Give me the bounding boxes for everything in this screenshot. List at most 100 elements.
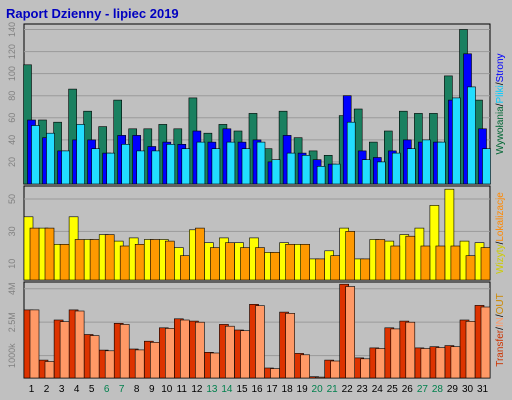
bar [89, 335, 100, 379]
x-tick-label: 3 [59, 384, 65, 395]
bar [150, 341, 160, 379]
bar [286, 152, 296, 185]
y-tick-label: 4M [7, 282, 17, 295]
bar [119, 324, 130, 379]
x-tick-label: 14 [221, 384, 233, 395]
bar [104, 234, 115, 281]
x-tick-label: 17 [266, 384, 278, 395]
x-tick-label: 26 [402, 384, 414, 395]
bar [136, 150, 145, 185]
bar [480, 306, 491, 379]
y-tick-label: 120 [7, 44, 17, 59]
bar [59, 244, 70, 281]
y-tick-label: 80 [7, 91, 17, 101]
bar [376, 161, 386, 185]
bar [226, 141, 236, 185]
x-tick-label: 7 [119, 384, 125, 395]
bar [211, 148, 221, 185]
bar [210, 247, 220, 281]
bar [150, 239, 160, 281]
legend-entry: Pliki [495, 85, 506, 103]
bar [180, 255, 190, 281]
bar [59, 321, 70, 379]
x-tick-label: 30 [462, 384, 474, 395]
bar [104, 350, 115, 379]
bar [270, 368, 280, 379]
bar [270, 252, 280, 281]
bar [361, 159, 371, 185]
x-tick-label: 15 [236, 384, 248, 395]
bar [346, 121, 356, 185]
bar [119, 245, 130, 281]
bar [195, 227, 205, 281]
bar [271, 159, 281, 185]
bar [450, 245, 461, 281]
legend-entry: Wywołania [495, 106, 506, 155]
bar [375, 348, 386, 379]
bar [422, 139, 431, 185]
bar [405, 321, 416, 379]
bar [240, 247, 250, 281]
bar [360, 358, 371, 379]
bar [315, 258, 325, 281]
x-tick-label: 11 [177, 384, 188, 395]
legend-entry: Lokalizacje [495, 192, 506, 242]
x-tick-label: 8 [134, 384, 140, 395]
series-legend: Wywołania/Pliki/Strony [495, 53, 506, 154]
series-legend: Transfer/IN/OUT [495, 293, 506, 367]
y-tick-label: 100 [7, 66, 17, 81]
legend-entry: Transfer [495, 329, 506, 367]
bar [256, 141, 266, 185]
bar [106, 152, 115, 185]
bar [345, 286, 356, 379]
bar [61, 150, 70, 185]
bar [390, 328, 401, 379]
y-tick-label: 60 [7, 113, 17, 123]
bar [225, 242, 235, 281]
bar [196, 141, 206, 185]
x-tick-label: 13 [206, 384, 218, 395]
legend-entry: OUT [495, 293, 506, 314]
bar [29, 309, 40, 379]
bar [121, 144, 130, 185]
visits-panel: 10 30 50 Wizyty/Lokalizacje [7, 185, 506, 281]
bar [44, 361, 55, 379]
x-tick-label: 18 [282, 384, 294, 395]
bar [240, 330, 250, 379]
bar [391, 152, 401, 185]
bar [285, 312, 295, 379]
bar [345, 231, 356, 281]
bar [255, 247, 265, 281]
bar [74, 239, 85, 281]
x-tick-label: 29 [447, 384, 459, 395]
legend-entry: / [495, 103, 506, 106]
x-tick-label: 9 [149, 384, 155, 395]
x-tick-label: 28 [432, 384, 444, 395]
bar [420, 245, 431, 281]
y-tick-label: 10 [7, 259, 17, 269]
bar [435, 347, 446, 379]
bar [444, 188, 455, 281]
bar [241, 148, 251, 185]
y-tick-label: 2.5M [7, 312, 17, 332]
bar [74, 310, 85, 379]
bar [195, 321, 205, 379]
bar [134, 349, 145, 379]
bar [89, 239, 100, 281]
x-tick-label: 27 [417, 384, 429, 395]
bar [165, 328, 175, 379]
bar [482, 148, 491, 185]
bar [465, 255, 476, 281]
bar [316, 166, 326, 185]
bar [29, 227, 40, 281]
bar [452, 97, 461, 185]
x-tick-label: 4 [74, 384, 80, 395]
bar [315, 376, 325, 379]
x-tick-label: 5 [89, 384, 95, 395]
x-tick-label: 19 [297, 384, 309, 395]
legend-entry: / [495, 82, 506, 85]
bar [91, 148, 100, 185]
